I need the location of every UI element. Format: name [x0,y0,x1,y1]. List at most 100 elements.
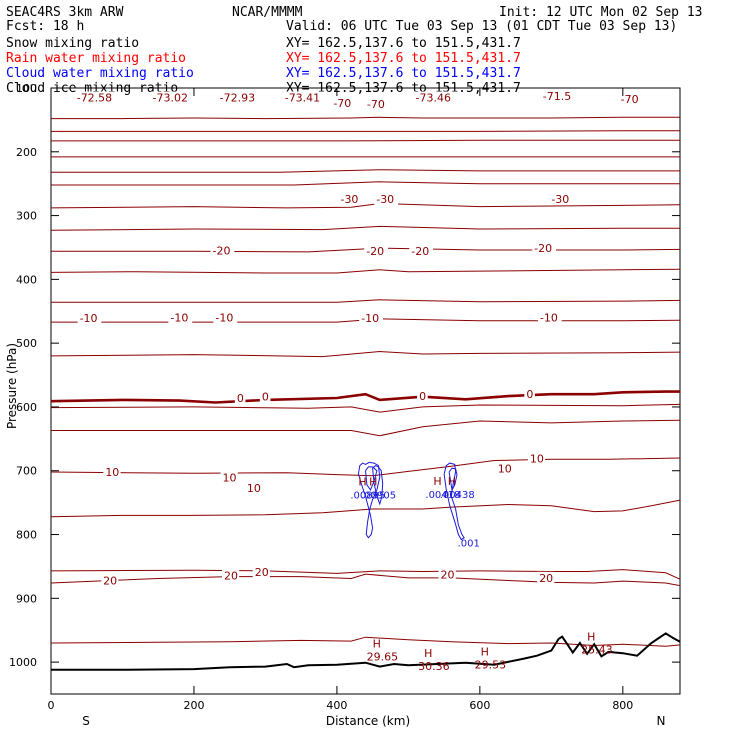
y-tick-label: 800 [16,529,37,542]
x-tick-label: 200 [183,699,204,712]
y-tick-label: 600 [16,401,37,414]
init-time: Init: 12 UTC Mon 02 Sep 13 [499,5,703,20]
contour-label: -10 [215,312,233,325]
freezing-level-contour [50,390,680,404]
temperature-contour [50,202,681,209]
contour-label-background [259,390,271,403]
contour-label: -20 [411,245,429,258]
high-marker: H [373,637,381,650]
high-marker: H [448,475,456,488]
organization-label: NCAR/MMMM [232,5,303,20]
contour-label: 0 [526,388,533,401]
contour-label-background [409,245,434,258]
contour-label: 10 [247,482,261,495]
contour-label: 10 [223,472,237,485]
field-snow-xy: XY= 162.5,137.6 to 151.5,431.7 [286,36,521,51]
contour-label: -70 [367,98,385,111]
endpoint-right-label: N [657,714,666,728]
contour-label: 20 [539,572,553,585]
contour-label-background [101,574,119,587]
temperature-contour [51,139,680,142]
contour-label: 0 [262,391,269,404]
contour-label-background [221,569,240,582]
temperature-contour [50,403,681,413]
high-value-label: 29.53 [475,659,507,672]
field-cloudwater-name: Cloud water mixing ratio [6,66,194,81]
model-title: SEAC4RS 3km ARW [6,5,124,20]
contour-label: 10 [498,463,512,476]
contour-label-background [217,91,262,104]
contour-label: 20 [441,569,455,582]
temperature-contour [50,457,681,477]
contour-label-background [532,242,556,255]
contour-label: -10 [361,312,379,325]
high-value-label: 25.43 [581,643,613,656]
contour-label: -72.93 [220,91,255,104]
high-value-label: 30.36 [418,660,450,673]
field-cloudwater-xy: XY= 162.5,137.6 to 151.5,431.7 [286,66,521,81]
temperature-contour [51,419,681,437]
high-value-label: .00418 [425,490,460,501]
contour-label: -10 [170,312,188,325]
temperature-contour [50,225,680,231]
plot-frame [50,87,681,695]
high-marker: H [587,630,595,643]
temperature-contour [50,573,681,587]
contour-label-background [220,471,238,484]
y-tick-label: 300 [16,210,37,223]
high-marker: H [369,475,377,488]
contour-label-background [495,462,513,475]
contour-label: -10 [540,312,558,325]
x-tick-label: 800 [612,699,633,712]
contour-label: -30 [376,193,394,206]
contour-label: 0 [419,390,426,403]
cloud-water-contour [365,466,378,491]
temperature-contour [51,130,680,132]
temperature-contour [51,116,680,120]
temperature-contour [51,299,681,303]
cloud-water-contour [448,467,458,492]
contour-label-background [359,312,384,325]
contour-label-background [338,192,363,205]
contour-label: 20 [255,566,269,579]
y-tick-label: 1000 [9,656,37,669]
high-value-label: 29.65 [367,650,399,663]
contour-label: -20 [534,242,552,255]
high-marker: H [358,475,366,488]
contour-label: -10 [80,312,98,325]
contour-label-background [168,311,193,324]
contour-label: -70 [333,97,351,110]
contour-label-background [527,452,546,465]
contour-label-background [438,568,456,581]
contour-label-background [150,91,195,104]
cloud-water-contour [372,465,384,506]
high-marker: H [481,646,489,659]
contour-label: 0 [237,392,244,405]
contour-label-background [234,391,246,404]
contour-label-background [213,311,238,324]
contour-label: -70 [621,93,639,106]
y-tick-label: 400 [16,273,37,286]
high-value-label: .00905 [361,490,396,501]
contour-label-background [618,92,643,105]
temperature-contour [50,499,681,518]
x-tick-label: 400 [326,699,347,712]
contour-label-background [74,91,119,104]
temperature-contour [50,268,681,274]
valid-time: Valid: 06 UTC Tue 03 Sep 13 (01 CDT Tue … [286,19,677,34]
contour-label-background [537,571,555,584]
contour-label: -30 [340,193,358,206]
contour-label-background [364,97,389,110]
contour-label: -72.58 [77,91,112,104]
y-tick-label-top: 100 [16,82,37,95]
contour-label: 10 [105,466,119,479]
cloud-water-contour [357,461,381,539]
high-value-label: .00895 [350,490,385,501]
contour-label-background [413,91,458,104]
field-rain-name: Rain water mixing ratio [6,51,186,66]
contour-label: -20 [213,245,231,258]
cloud-water-contour [443,462,465,541]
contour-label: -73.02 [152,91,187,104]
contour-label: 20 [224,569,238,582]
contour-label-background [331,97,356,110]
